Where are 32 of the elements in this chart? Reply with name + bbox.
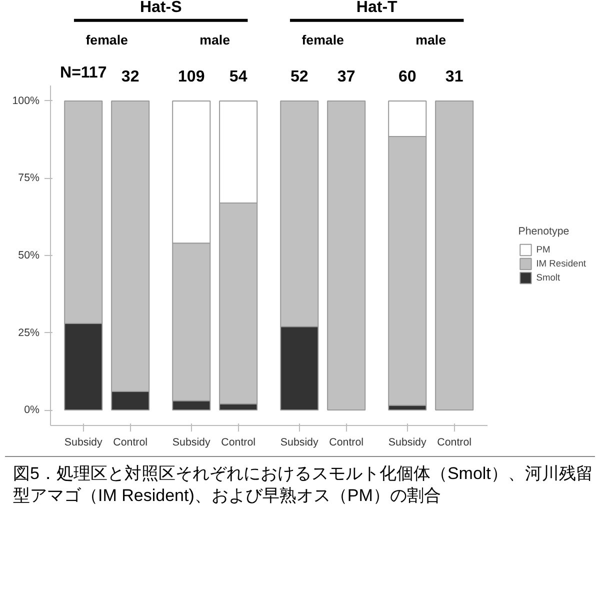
y-tick-label: 0% xyxy=(24,404,40,416)
y-tick-label: 75% xyxy=(18,172,40,184)
annotation: 60 xyxy=(398,68,416,86)
annotation: 37 xyxy=(337,68,356,86)
annotation: 32 xyxy=(121,68,140,86)
text: N=117 xyxy=(60,64,107,82)
y-tick-label: 50% xyxy=(18,250,40,262)
x-tick-label: Control xyxy=(437,436,472,448)
annotation: 52 xyxy=(290,68,308,86)
x-tick-label: Control xyxy=(329,436,364,448)
x-tick-label: Subsidy xyxy=(388,436,427,448)
x-tick-label: Subsidy xyxy=(280,436,319,448)
text: male xyxy=(416,32,446,48)
text: male xyxy=(200,32,230,48)
x-tick-label: Subsidy xyxy=(64,436,103,448)
legend-title: Phenotype xyxy=(518,226,570,238)
y-tick-label: 25% xyxy=(18,326,40,339)
text: Hat-T xyxy=(356,0,398,16)
text: female xyxy=(86,32,128,48)
x-tick-label: Subsidy xyxy=(172,436,211,448)
annotation: 31 xyxy=(445,68,464,86)
legend-label: IM Resident xyxy=(536,258,586,270)
legend-label: Smolt xyxy=(536,272,560,284)
caption: 図5．処理区と対照区それぞれにおけるスモルト化個体（Smolt）、河川残留型アマゴ（IM Resident)、および早熟オス（PM）の割合 xyxy=(13,463,594,508)
x-tick-label: Control xyxy=(113,436,148,448)
legend-label: PM xyxy=(536,244,552,256)
annotation: 109 xyxy=(178,68,205,86)
annotation: 54 xyxy=(229,68,248,86)
text: female xyxy=(302,32,344,48)
x-tick-label: Control xyxy=(221,436,256,448)
y-tick-label: 100% xyxy=(12,94,40,107)
text: Hat-S xyxy=(140,0,182,16)
